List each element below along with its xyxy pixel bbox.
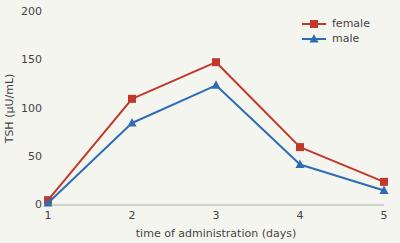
plot-area xyxy=(44,58,389,206)
x-tick-label: 1 xyxy=(45,209,52,222)
legend-marker xyxy=(310,20,318,28)
point-marker xyxy=(296,159,305,168)
y-tick-label: 50 xyxy=(28,150,42,163)
x-tick-label: 2 xyxy=(129,209,136,222)
point-marker xyxy=(380,186,389,195)
legend-label: male xyxy=(332,32,360,45)
point-marker xyxy=(212,58,220,66)
series-line xyxy=(48,62,384,200)
chart: 0 50 100 150 200 1 2 3 4 5 time of administration … xyxy=(0,0,400,243)
chart-container: 0 50 100 150 200 1 2 3 4 5 time of administration … xyxy=(0,0,400,243)
x-tick-label: 4 xyxy=(297,209,304,222)
point-marker xyxy=(128,118,137,127)
point-marker xyxy=(128,95,136,103)
legend-marker xyxy=(310,34,319,43)
x-axis-line xyxy=(48,205,384,206)
legend-label: female xyxy=(332,17,370,30)
point-marker xyxy=(296,143,304,151)
x-axis-label: time of administration (days) xyxy=(136,227,296,240)
legend: female male xyxy=(302,17,370,45)
y-axis-label: TSH (μU/mL) xyxy=(3,74,16,145)
point-marker xyxy=(44,198,53,207)
x-tick-label: 3 xyxy=(213,209,220,222)
y-tick-label: 200 xyxy=(21,5,42,18)
y-tick-label: 100 xyxy=(21,102,42,115)
y-tick-label: 0 xyxy=(35,198,42,211)
y-tick-label: 150 xyxy=(21,53,42,66)
point-marker xyxy=(212,80,221,89)
series-line xyxy=(48,85,384,203)
x-tick-label: 5 xyxy=(381,209,388,222)
point-marker xyxy=(380,178,388,186)
background xyxy=(0,0,400,243)
